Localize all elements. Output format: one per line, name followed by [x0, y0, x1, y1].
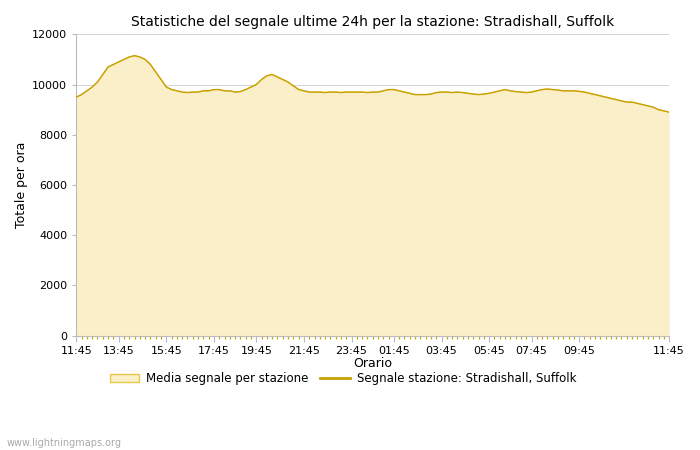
- Title: Statistiche del segnale ultime 24h per la stazione: Stradishall, Suffolk: Statistiche del segnale ultime 24h per l…: [131, 15, 615, 29]
- Text: www.lightningmaps.org: www.lightningmaps.org: [7, 438, 122, 448]
- X-axis label: Orario: Orario: [354, 357, 392, 370]
- Legend: Media segnale per stazione, Segnale stazione: Stradishall, Suffolk: Media segnale per stazione, Segnale staz…: [105, 368, 581, 390]
- Y-axis label: Totale per ora: Totale per ora: [15, 142, 28, 228]
